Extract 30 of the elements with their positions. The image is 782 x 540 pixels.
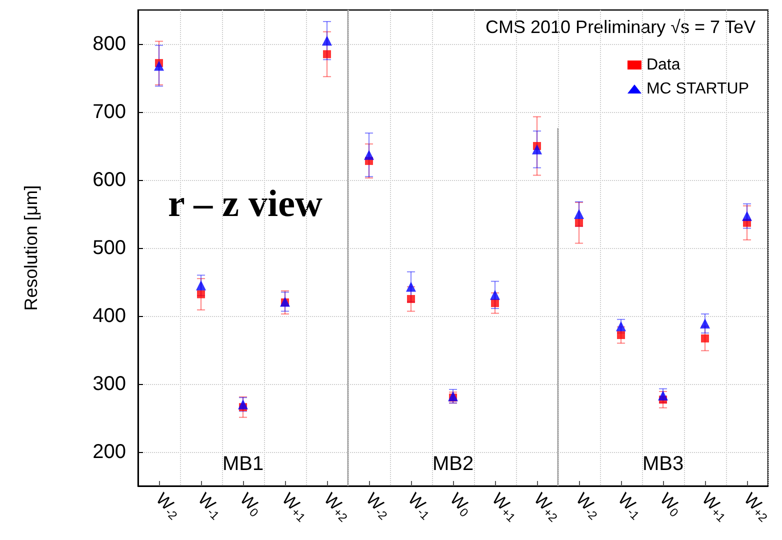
y-axis-title: Resolution [μm] [21,185,41,311]
annotation: MB1 [222,453,264,475]
annotation: r – z view [168,183,323,225]
y-tick-label: 500 [92,237,126,259]
x-tick-label: W0 [236,489,262,520]
x-tick-label: W+1 [278,489,308,526]
x-tick-label: W+1 [488,489,518,526]
x-tick-label: W-2 [362,489,390,523]
annotation: MB3 [642,453,684,475]
y-tick-label: 400 [92,305,126,327]
x-tick-label: W+2 [530,489,560,526]
x-tick-label: W0 [446,489,472,520]
x-tick-label: W-1 [194,489,222,523]
x-tick-label: W-2 [572,489,600,523]
x-tick-label: W+2 [320,489,350,526]
x-tick-label: W0 [656,489,682,520]
legend-label: Data [646,56,680,74]
y-tick-label: 700 [92,101,126,123]
y-tick-label: 600 [92,169,126,191]
annotation: MB2 [432,453,474,475]
x-tick-label: W+2 [740,489,770,526]
y-tick-label: 300 [92,373,126,395]
y-tick-label: 200 [92,441,126,463]
x-tick-label: W-2 [152,489,180,523]
y-tick-label: 800 [92,33,126,55]
x-tick-label: W+1 [698,489,728,526]
chart-title: CMS 2010 Preliminary √s = 7 TeV [486,17,756,37]
legend-label: MC STARTUP [646,80,750,98]
x-tick-label: W-1 [614,489,642,523]
x-tick-label: W-1 [404,489,432,523]
